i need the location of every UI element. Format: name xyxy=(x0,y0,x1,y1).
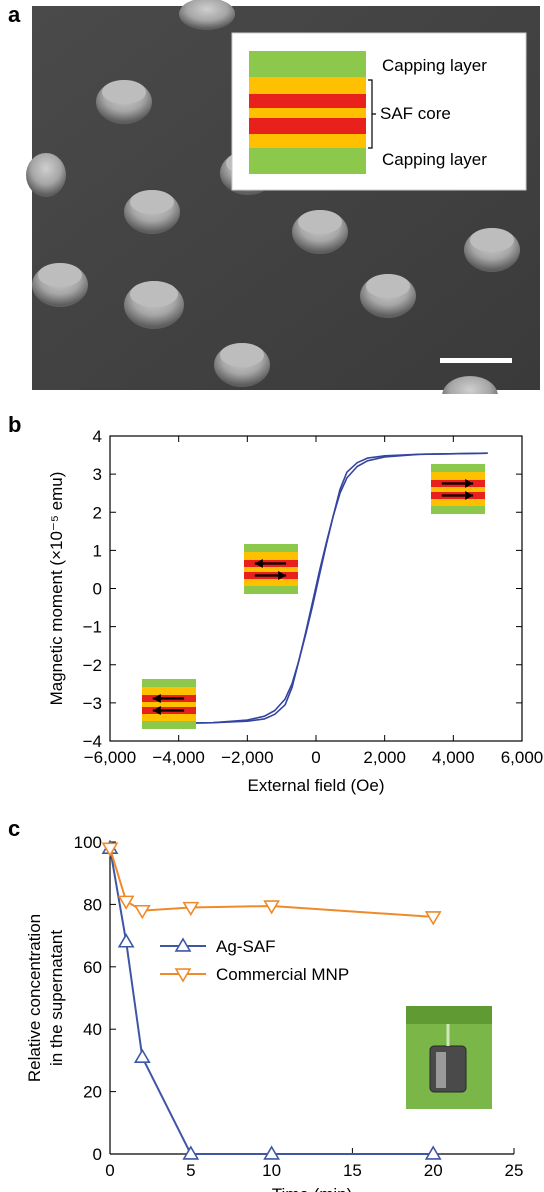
inset-label-saf-core: SAF core xyxy=(380,104,451,123)
legend-label: Ag-SAF xyxy=(216,937,276,956)
y-tick-label: 0 xyxy=(93,580,102,599)
x-tick-label: 25 xyxy=(505,1161,524,1180)
sem-pillar xyxy=(179,0,235,30)
data-point xyxy=(182,1145,200,1160)
x-axis-title: Time (min) xyxy=(272,1185,353,1192)
y-tick-label: 60 xyxy=(83,958,102,977)
data-point xyxy=(117,933,135,948)
y-axis-title-line1: Relative concentration xyxy=(25,914,44,1082)
y-tick-label: 80 xyxy=(83,895,102,914)
x-tick-label: 5 xyxy=(186,1161,195,1180)
legend: Ag-SAF Commercial MNP xyxy=(160,937,349,984)
y-tick-label: 100 xyxy=(74,833,102,852)
x-tick-label: 20 xyxy=(424,1161,443,1180)
layer-inset xyxy=(231,32,527,191)
x-tick-label: 0 xyxy=(311,748,320,767)
y-tick-label: −2 xyxy=(83,656,102,675)
scale-bar xyxy=(440,358,512,363)
data-point xyxy=(182,901,200,917)
data-point xyxy=(133,1048,151,1063)
inset-label-capping-top: Capping layer xyxy=(382,56,487,75)
sem-pillar xyxy=(32,263,88,307)
legend-label: Commercial MNP xyxy=(216,965,349,984)
panel-a: a xyxy=(0,0,544,394)
y-axis-title-line2: in the supernatant xyxy=(47,930,66,1066)
panel-b-letter: b xyxy=(8,412,22,437)
sem-pillar xyxy=(464,228,520,272)
y-tick-label: −1 xyxy=(83,618,102,637)
photo-top-band xyxy=(406,1006,492,1024)
panel-c-letter: c xyxy=(8,816,21,841)
x-tick-label: 10 xyxy=(262,1161,281,1180)
x-tick-label: −6,000 xyxy=(84,748,136,767)
layer-icon-positive-saturation xyxy=(431,464,485,514)
data-point xyxy=(117,895,135,910)
y-tick-label: −4 xyxy=(83,732,102,751)
hysteresis-branch-down xyxy=(144,452,488,725)
photo-magnet-highlight xyxy=(436,1052,446,1088)
y-axis-title: Magnetic moment (×10⁻⁵ emu) xyxy=(47,472,66,706)
sem-pillar xyxy=(442,376,498,394)
series-line xyxy=(109,848,434,1155)
sem-pillar xyxy=(360,274,416,318)
sem-pillar xyxy=(26,153,66,197)
sem-pillar xyxy=(124,190,180,234)
x-axis-title: External field (Oe) xyxy=(248,776,385,795)
photo-magnet xyxy=(429,1045,467,1093)
x-tick-label: 2,000 xyxy=(363,748,406,767)
x-tick-label: 6,000 xyxy=(501,748,544,767)
legend-marker xyxy=(174,937,192,952)
layer-icon-antiparallel xyxy=(244,544,298,594)
data-point xyxy=(101,842,119,857)
data-point xyxy=(424,911,442,926)
hysteresis-branch-up xyxy=(144,452,488,725)
x-tick-label: −4,000 xyxy=(152,748,204,767)
x-tick-label: 15 xyxy=(343,1161,362,1180)
data-point xyxy=(263,900,280,915)
sem-image xyxy=(26,0,540,394)
y-tick-label: 4 xyxy=(93,427,102,446)
core-bracket xyxy=(368,79,376,149)
sedimentation-chart: 0 5 10 15 20 25 0 20 40 60 80 100 Time (min) Relative… xyxy=(25,833,524,1192)
y-tick-label: 1 xyxy=(93,541,102,560)
y-tick-label: 3 xyxy=(93,465,102,484)
y-tick-label: −3 xyxy=(83,694,102,713)
layer-spacer xyxy=(249,134,366,148)
panel-b: b −6,000 −4,000 −2,000 0 2,000 4,000 6,000 −4 −3… xyxy=(0,394,544,812)
series-line xyxy=(109,847,434,918)
sem-pillar xyxy=(124,281,184,329)
y-tick-label: 40 xyxy=(83,1020,102,1039)
layer-core xyxy=(249,118,366,134)
data-point xyxy=(133,904,151,920)
sem-pillar xyxy=(96,80,152,124)
x-tick-label: −2,000 xyxy=(221,748,273,767)
sem-pillar xyxy=(292,210,348,254)
inset-label-capping-bottom: Capping layer xyxy=(382,150,487,169)
y-tick-label: 2 xyxy=(93,503,102,522)
data-point xyxy=(263,1145,280,1160)
y-tick-label: 20 xyxy=(83,1083,102,1102)
layer-spacer xyxy=(249,108,366,118)
panel-a-letter: a xyxy=(8,2,21,27)
layer-capping-bottom xyxy=(249,148,366,174)
layer-spacer xyxy=(249,77,366,94)
panel-c: c 0 5 10 15 20 25 0 20 40 60 80 100 Time (min) Relati… xyxy=(0,812,544,1192)
magnet-photo xyxy=(406,1006,492,1109)
legend-marker xyxy=(174,968,192,983)
y-tick-label: 0 xyxy=(93,1145,102,1164)
data-point xyxy=(424,1145,442,1160)
series-commercial-mnp xyxy=(101,842,442,926)
layer-capping-top xyxy=(249,51,366,77)
x-tick-label: 4,000 xyxy=(432,748,475,767)
layer-icon-negative-saturation xyxy=(142,679,196,729)
layer-core xyxy=(249,94,366,108)
series-ag-saf xyxy=(101,839,442,1160)
hysteresis-chart: −6,000 −4,000 −2,000 0 2,000 4,000 6,000 −4 −3 −2… xyxy=(47,427,544,795)
sem-pillar xyxy=(214,343,270,387)
x-tick-label: 0 xyxy=(105,1161,114,1180)
